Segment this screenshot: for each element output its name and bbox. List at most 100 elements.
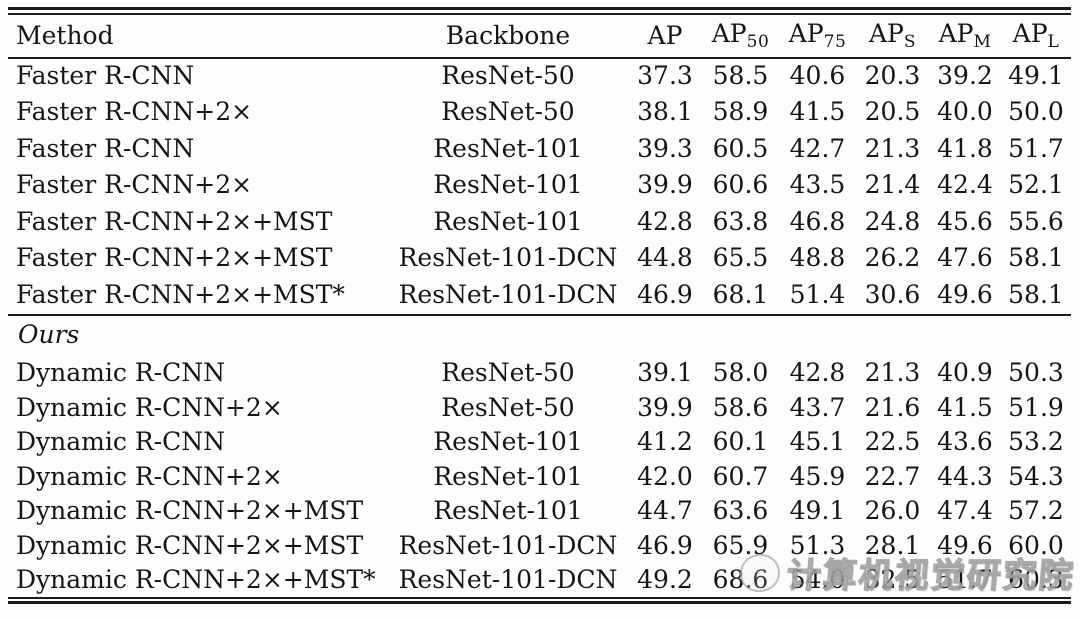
method-cell: Faster R-CNN+2×+MST (16, 243, 333, 273)
metric-value-cell: 53.2 (1008, 427, 1064, 457)
backbone-cell: ResNet-101-DCN (398, 243, 618, 273)
table-body: Faster R-CNN ResNet-50 37.3 58.5 40.6 20.3 39.… (8, 57, 1071, 597)
metric-value-cell: 22.5 (864, 427, 921, 457)
metric-value-cell: 43.7 (789, 392, 846, 422)
backbone-cell: ResNet-50 (441, 392, 575, 422)
metric-value-cell: 41.2 (637, 427, 693, 457)
column-header-ap50: AP50 (711, 19, 770, 52)
metric-value-cell: 24.8 (864, 206, 921, 236)
metric-value-cell: 57.2 (1008, 496, 1064, 526)
results-table: Method Backbone AP AP50 AP75 APS APM APL Faster… (8, 14, 1071, 597)
metric-value-cell: 46.8 (789, 206, 846, 236)
metric-value-cell: 50.0 (1008, 97, 1064, 127)
metric-value-cell: 28.1 (864, 530, 921, 560)
method-cell: Dynamic R-CNN+2×+MST (16, 530, 364, 560)
method-cell: Dynamic R-CNN+2×+MST* (16, 565, 376, 595)
metric-value-cell: 46.9 (637, 530, 693, 560)
bottom-rule-thin (8, 597, 1071, 599)
column-header-backbone: Backbone (445, 21, 571, 50)
backbone-cell: ResNet-101 (433, 496, 583, 526)
table-row: Faster R-CNN+2×+MST* ResNet-101-DCN 46.9 68… (8, 276, 1071, 313)
metric-value-cell: 45.6 (937, 206, 993, 236)
metric-value-cell: 63.8 (712, 206, 769, 236)
metric-value-cell: 60.5 (712, 133, 769, 163)
column-header-method: Method (16, 21, 114, 50)
method-cell: Faster R-CNN+2×+MST* (16, 279, 345, 309)
metric-value-cell: 43.6 (937, 427, 993, 457)
column-header-aps: APS (868, 19, 917, 52)
metric-value-cell: 63.6 (712, 496, 769, 526)
metric-value-cell: 37.3 (637, 60, 693, 90)
metric-value-cell: 55.6 (1008, 206, 1064, 236)
metric-value-cell: 51.4 (789, 279, 846, 309)
metric-value-cell: 51.9 (1008, 392, 1064, 422)
header-row: Method Backbone AP AP50 AP75 APS APM APL (8, 14, 1071, 57)
column-header-ap: AP (647, 21, 683, 50)
metric-value-cell: 52.1 (1008, 170, 1064, 200)
method-cell: Dynamic R-CNN+2× (16, 392, 283, 422)
metric-value-cell: 21.3 (864, 133, 921, 163)
table-row: Dynamic R-CNN+2× ResNet-50 39.9 58.6 43.7 21.… (8, 390, 1071, 425)
metric-value-cell: 48.8 (789, 243, 846, 273)
metric-value-cell: 43.5 (789, 170, 846, 200)
metric-value-cell: 38.1 (637, 97, 693, 127)
backbone-cell: ResNet-50 (441, 60, 575, 90)
metric-value-cell: 42.8 (637, 206, 693, 236)
metric-value-cell: 41.5 (789, 97, 846, 127)
method-cell: Faster R-CNN (16, 133, 195, 163)
metric-value-cell: 51.7 (937, 565, 993, 595)
top-rule-thick (8, 7, 1071, 10)
backbone-cell: ResNet-50 (441, 358, 575, 388)
metric-value-cell: 60.1 (712, 427, 769, 457)
metric-value-cell: 46.9 (637, 279, 693, 309)
metric-value-cell: 40.9 (937, 358, 993, 388)
metric-value-cell: 39.9 (637, 170, 693, 200)
table-row: Dynamic R-CNN+2×+MST ResNet-101-DCN 46.9 65… (8, 528, 1071, 563)
metric-value-cell: 21.6 (864, 392, 921, 422)
table-row: Faster R-CNN ResNet-50 37.3 58.5 40.6 20.3 39.… (8, 57, 1071, 94)
column-header-apm: APM (938, 19, 992, 52)
section-label-row: Ours (8, 313, 1071, 356)
header-rule (8, 57, 1071, 59)
metric-value-cell: 65.5 (712, 243, 769, 273)
table-row: Dynamic R-CNN+2× ResNet-101 42.0 60.7 45.9 22… (8, 459, 1071, 494)
metric-value-cell: 42.0 (637, 461, 693, 491)
metric-value-cell: 42.7 (789, 133, 846, 163)
method-cell: Faster R-CNN+2× (16, 97, 253, 127)
metric-value-cell: 60.0 (1008, 530, 1064, 560)
metric-value-cell: 30.6 (864, 279, 921, 309)
metric-value-cell: 42.4 (937, 170, 993, 200)
backbone-cell: ResNet-50 (441, 97, 575, 127)
metric-value-cell: 54.0 (789, 565, 846, 595)
method-cell: Faster R-CNN+2× (16, 170, 253, 200)
metric-value-cell: 39.9 (637, 392, 693, 422)
metric-value-cell: 41.5 (937, 392, 993, 422)
metric-value-cell: 58.9 (712, 97, 769, 127)
metric-value-cell: 58.1 (1008, 243, 1064, 273)
method-cell: Faster R-CNN+2×+MST (16, 206, 333, 236)
method-cell: Dynamic R-CNN+2× (16, 461, 283, 491)
bottom-rule-thick (8, 601, 1071, 604)
section-label: Ours (18, 319, 80, 349)
top-rule-thin (8, 13, 1071, 15)
metric-value-cell: 39.2 (937, 60, 993, 90)
backbone-cell: ResNet-101-DCN (398, 565, 618, 595)
metric-value-cell: 40.6 (789, 60, 846, 90)
metric-value-cell: 49.6 (937, 530, 993, 560)
metric-value-cell: 60.6 (712, 170, 769, 200)
section-rule (8, 314, 1071, 316)
metric-value-cell: 44.7 (637, 496, 693, 526)
metric-value-cell: 47.6 (937, 243, 993, 273)
backbone-cell: ResNet-101 (433, 427, 583, 457)
table-row: Dynamic R-CNN+2×+MST ResNet-101 44.7 63.6 49… (8, 494, 1071, 529)
metric-value-cell: 44.8 (637, 243, 693, 273)
table-row: Faster R-CNN+2× ResNet-101 39.9 60.6 43.5 21.… (8, 167, 1071, 204)
metric-value-cell: 54.3 (1008, 461, 1064, 491)
metric-value-cell: 32.5 (864, 565, 921, 595)
metric-value-cell: 49.2 (637, 565, 693, 595)
metric-value-cell: 49.6 (937, 279, 993, 309)
metric-value-cell: 50.3 (1008, 358, 1064, 388)
backbone-cell: ResNet-101-DCN (398, 279, 618, 309)
metric-value-cell: 22.7 (864, 461, 921, 491)
